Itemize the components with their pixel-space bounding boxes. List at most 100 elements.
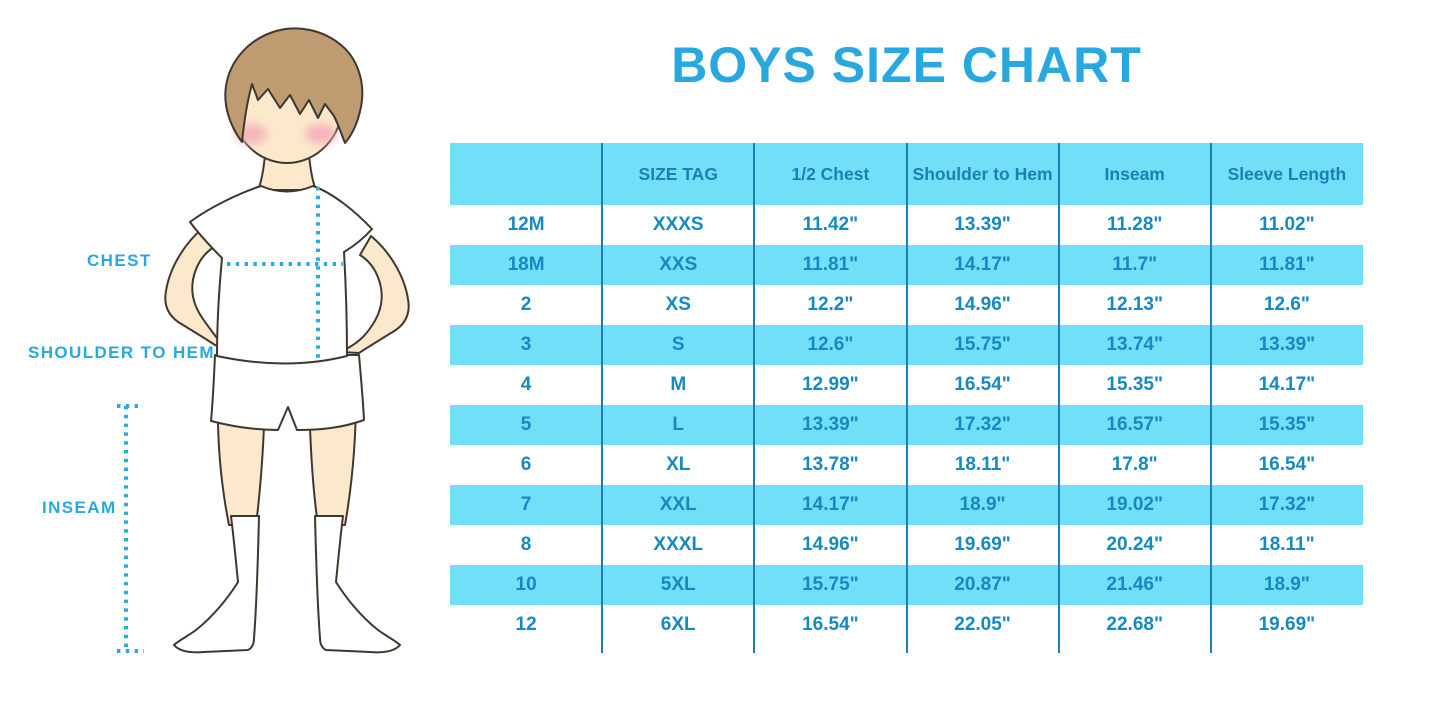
table-row: 4 M 12.99" 16.54" 15.35" 14.17" — [450, 365, 1363, 405]
table-cell: 14.96" — [802, 534, 859, 555]
right-sock — [314, 515, 401, 654]
table-cell: 15.75" — [954, 334, 1011, 355]
table-cell: 19.69" — [1258, 614, 1316, 635]
table-row: 12M XXXS 11.42" 13.39" 11.28" 11.02" — [450, 205, 1363, 245]
table-cell: 12.6" — [807, 334, 854, 355]
table-cell: 17.32" — [954, 414, 1011, 435]
table-cell: 11.28" — [1106, 214, 1163, 235]
table-cell: 20.24" — [1106, 534, 1163, 555]
table-cell: 11.42" — [802, 214, 859, 235]
table-cell: M — [670, 374, 687, 395]
table-row: 8 XXXL 14.96" 19.69" 20.24" 18.11" — [450, 525, 1363, 565]
table-cell: 18.9" — [1263, 574, 1310, 595]
table-cell: XS — [665, 294, 691, 315]
table-cell: 12M — [507, 214, 545, 235]
tshirt — [189, 185, 373, 365]
table-cell: 22.05" — [954, 614, 1011, 635]
table-cell: XL — [666, 454, 691, 475]
table-cell: 16.57" — [1106, 414, 1163, 435]
column-header-size — [450, 143, 603, 205]
boy-illustration — [117, 27, 410, 654]
table-cell: 18M — [507, 254, 545, 275]
table-body: 12M XXXS 11.42" 13.39" 11.28" 11.02" 18M XXS 11.… — [450, 205, 1363, 645]
table-cell: 15.75" — [802, 574, 859, 595]
table-row: 7 XXL 14.17" 18.9" 19.02" 17.32" — [450, 485, 1363, 525]
table-row: 6 XL 13.78" 18.11" 17.8" 16.54" — [450, 445, 1363, 485]
table-row: 12 6XL 16.54" 22.05" 22.68" 19.69" — [450, 605, 1363, 645]
table-cell: 18.11" — [954, 454, 1011, 475]
shoulder-to-hem-label: SHOULDER TO HEM — [28, 343, 215, 362]
table-cell: 10 — [515, 574, 537, 595]
table-cell: 11.02" — [1259, 214, 1315, 235]
table-cell: 2 — [520, 294, 532, 315]
right-cheek-blush — [305, 124, 337, 144]
table-cell: 6XL — [660, 614, 696, 635]
header-row: SIZE TAG 1/2 Chest Shoulder to Hem Insea… — [450, 143, 1363, 205]
table-cell: 13.39" — [802, 414, 859, 435]
table-cell: 18.9" — [959, 494, 1006, 515]
table-cell: 8 — [520, 534, 532, 555]
table-row: 5 L 13.39" 17.32" 16.57" 15.35" — [450, 405, 1363, 445]
table-cell: 4 — [520, 374, 532, 395]
table-cell: 3 — [520, 334, 532, 355]
table-cell: 12.2" — [807, 294, 854, 315]
table-cell: 17.32" — [1258, 494, 1316, 515]
table-cell: 19.69" — [954, 534, 1011, 555]
table-cell: XXL — [659, 494, 697, 515]
table-cell: 5XL — [660, 574, 696, 595]
column-header-half-chest: 1/2 Chest — [754, 143, 907, 205]
table-cell: 16.54" — [1258, 454, 1316, 475]
table-cell: 14.17" — [802, 494, 859, 515]
table-cell: S — [671, 334, 685, 355]
left-sock — [173, 515, 260, 654]
table-cell: 20.87" — [954, 574, 1011, 595]
table-cell: 12 — [515, 614, 537, 635]
hair — [224, 27, 364, 144]
table-row: 10 5XL 15.75" 20.87" 21.46" 18.9" — [450, 565, 1363, 605]
table-cell: 13.78" — [802, 454, 859, 475]
table-row: 3 S 12.6" 15.75" 13.74" 13.39" — [450, 325, 1363, 365]
table-cell: XXS — [659, 254, 698, 275]
right-arm — [339, 235, 410, 354]
table-row: 18M XXS 11.81" 14.17" 11.7" 11.81" — [450, 245, 1363, 285]
table-cell: 7 — [520, 494, 532, 515]
table-cell: 13.39" — [954, 214, 1011, 235]
table-cell: 22.68" — [1106, 614, 1163, 635]
table-cell: 15.35" — [1106, 374, 1163, 395]
table-cell: 18.11" — [1259, 534, 1315, 555]
table-cell: 16.54" — [954, 374, 1011, 395]
table-cell: 11.7" — [1112, 254, 1158, 275]
chest-label: CHEST — [87, 251, 152, 270]
table-cell: 19.02" — [1106, 494, 1163, 515]
table-cell: 6 — [520, 454, 532, 475]
page-title: BOYS SIZE CHART — [671, 37, 1142, 93]
table-cell: 11.81" — [802, 254, 859, 275]
table-cell: XXXS — [652, 214, 704, 235]
table-cell: 13.74" — [1106, 334, 1163, 355]
size-chart-table: SIZE TAG 1/2 Chest Shoulder to Hem Insea… — [450, 143, 1363, 645]
table-cell: L — [672, 414, 685, 435]
table-cell: 14.17" — [954, 254, 1011, 275]
table-cell: 12.99" — [802, 374, 859, 395]
table-cell: 11.81" — [1259, 254, 1315, 275]
column-header-inseam: Inseam — [1058, 143, 1211, 205]
column-header-shoulder-to-hem: Shoulder to Hem — [906, 143, 1059, 205]
shorts — [210, 354, 365, 431]
table-header: SIZE TAG 1/2 Chest Shoulder to Hem Insea… — [450, 143, 1363, 205]
table-cell: 21.46" — [1106, 574, 1163, 595]
table-cell: 15.35" — [1258, 414, 1316, 435]
table-cell: 17.8" — [1111, 454, 1158, 475]
table-row: 2 XS 12.2" 14.96" 12.13" 12.6" — [450, 285, 1363, 325]
inseam-label: INSEAM — [42, 498, 117, 517]
table-cell: 14.96" — [954, 294, 1011, 315]
table-cell: 16.54" — [802, 614, 859, 635]
table-cell: XXXL — [653, 534, 704, 555]
table-cell: 13.39" — [1258, 334, 1316, 355]
table-cell: 5 — [520, 414, 532, 435]
table-cell: 14.17" — [1258, 374, 1316, 395]
column-header-size-tag: SIZE TAG — [602, 143, 755, 205]
table-cell: 12.6" — [1263, 294, 1310, 315]
table-cell: 12.13" — [1106, 294, 1163, 315]
column-header-sleeve-length: Sleeve Length — [1210, 143, 1363, 205]
